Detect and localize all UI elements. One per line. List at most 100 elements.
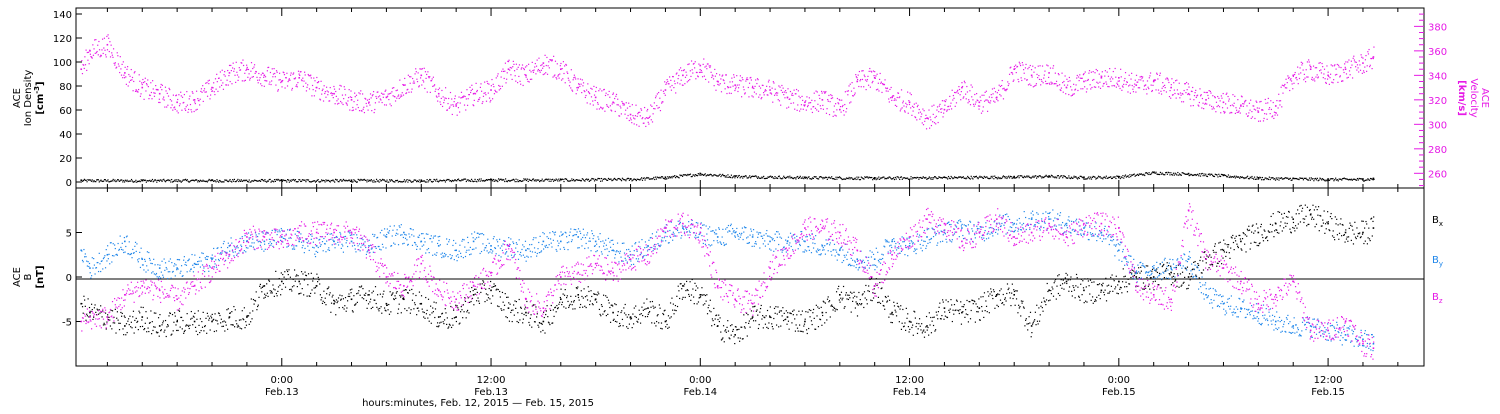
data-dot [808,105,809,106]
data-dot [571,178,572,179]
data-dot [835,179,836,180]
data-dot [158,317,159,318]
data-dot [952,99,953,100]
data-dot [185,325,186,326]
data-dot [1261,179,1262,180]
data-dot [412,78,413,79]
data-dot [207,316,208,317]
data-dot [221,85,222,86]
data-dot [748,323,749,324]
data-dot [827,179,828,180]
data-dot [427,181,428,182]
data-dot [868,85,869,86]
data-dot [994,88,995,89]
data-dot [260,181,261,182]
data-dot [878,176,879,177]
data-dot [565,308,566,309]
data-dot [692,72,693,73]
data-dot [415,304,416,305]
data-dot [357,293,358,294]
data-dot [602,107,603,108]
data-dot [1358,71,1359,72]
data-dot [542,330,543,331]
data-dot [246,325,247,326]
data-dot [881,82,882,83]
data-dot [1118,86,1119,87]
data-dot [501,76,502,77]
data-dot [362,288,363,289]
data-dot [751,310,752,311]
data-dot [350,292,351,293]
x-tick-time-label: 0:00 [689,375,711,386]
data-dot [189,98,190,99]
data-point [612,312,614,314]
data-dot [120,312,121,313]
data-dot [114,322,115,323]
data-dot [115,332,116,333]
data-dot [641,110,642,111]
data-point [1066,281,1068,283]
data-dot [348,293,349,294]
data-dot [548,65,549,66]
data-dot [469,94,470,95]
data-dot [373,291,374,292]
data-point [979,307,981,309]
data-dot [90,180,91,181]
data-dot [205,325,206,326]
data-dot [456,180,457,181]
data-dot [318,279,319,280]
data-point [386,303,388,305]
data-dot [131,322,132,323]
data-dot [605,295,606,296]
data-dot [629,324,630,325]
data-dot [526,315,527,316]
data-dot [197,98,198,99]
data-dot [414,302,415,303]
data-dot [1036,178,1037,179]
data-dot [119,329,120,330]
data-dot [462,317,463,318]
data-dot [218,182,219,183]
data-dot [496,91,497,92]
data-dot [269,84,270,85]
data-dot [420,303,421,304]
data-dot [222,70,223,71]
data-dot [620,106,621,107]
data-dot [1349,70,1350,71]
data-dot [266,80,267,81]
data-dot [905,111,906,112]
data-dot [543,66,544,67]
series-ion-density [80,171,1374,182]
data-dot [990,178,991,179]
data-dot [234,75,235,76]
data-point [438,316,440,318]
data-dot [1321,179,1322,180]
data-dot [710,65,711,66]
data-dot [740,338,741,339]
data-dot [117,52,118,53]
data-dot [1188,86,1189,87]
data-dot [1165,87,1166,88]
data-dot [1137,174,1138,175]
data-dot [996,97,997,98]
data-dot [1099,82,1100,83]
data-dot [430,179,431,180]
data-point [264,75,266,77]
data-dot [1138,79,1139,80]
data-dot [1104,83,1105,84]
data-dot [620,325,621,326]
data-dot [598,293,599,294]
data-dot [516,64,517,65]
data-dot [939,104,940,105]
data-point [333,303,335,305]
data-dot [115,62,116,63]
data-dot [363,109,364,110]
data-dot [700,72,701,73]
data-dot [496,180,497,181]
data-dot [1332,178,1333,179]
data-dot [839,100,840,101]
data-dot [134,71,135,72]
data-dot [507,297,508,298]
data-dot [536,66,537,67]
